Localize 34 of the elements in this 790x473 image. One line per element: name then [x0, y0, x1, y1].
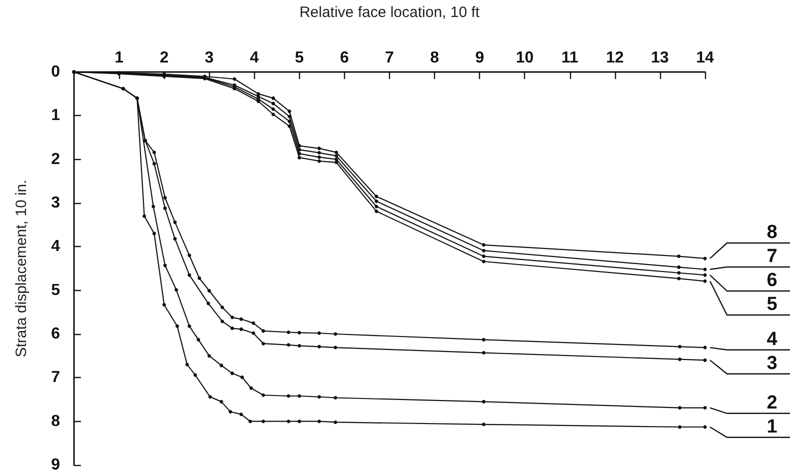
- y-tick-label: 8: [51, 412, 60, 430]
- x-tick-label: 3: [204, 50, 214, 66]
- x-tick-label: 5: [294, 50, 304, 66]
- y-tick-label: 2: [51, 150, 60, 168]
- legend-label: 2: [766, 392, 778, 414]
- y-tick-label: 6: [51, 326, 60, 342]
- x-tick-label: 12: [606, 50, 624, 66]
- y-tick-label: 3: [51, 194, 60, 212]
- y-axis-title: Strata displacement, 10 in.: [13, 180, 30, 358]
- y-tick-label: 5: [51, 282, 60, 299]
- x-tick-label: 4: [250, 50, 259, 66]
- x-tick-label: 6: [340, 50, 349, 66]
- x-tick-label: 1: [114, 50, 124, 66]
- legend-label: 4: [766, 328, 778, 350]
- x-tick-label: 14: [696, 50, 714, 66]
- y-tick-label: 1: [51, 107, 60, 124]
- x-tick-label: 13: [651, 50, 669, 66]
- x-tick-label: 8: [430, 50, 440, 66]
- y-tick-label: 0: [51, 64, 60, 80]
- y-tick-label: 9: [51, 456, 60, 473]
- x-tick-label: 9: [475, 50, 484, 66]
- text: 8: [766, 222, 778, 244]
- x-tick-label: 10: [516, 50, 534, 66]
- legend-label: 5: [766, 294, 778, 316]
- legend-label: 3: [766, 352, 778, 374]
- text: 7: [766, 246, 778, 268]
- legend-label: 6: [766, 270, 778, 292]
- legend-label: 1: [766, 416, 778, 438]
- y-tick-label: 7: [51, 369, 60, 386]
- x-tick-label: 7: [385, 50, 394, 66]
- x-tick-label: 2: [160, 50, 169, 66]
- x-axis-title: Relative face location, 10 ft: [299, 4, 480, 21]
- x-tick-label: 11: [561, 50, 578, 66]
- y-tick-label: 4: [51, 238, 60, 256]
